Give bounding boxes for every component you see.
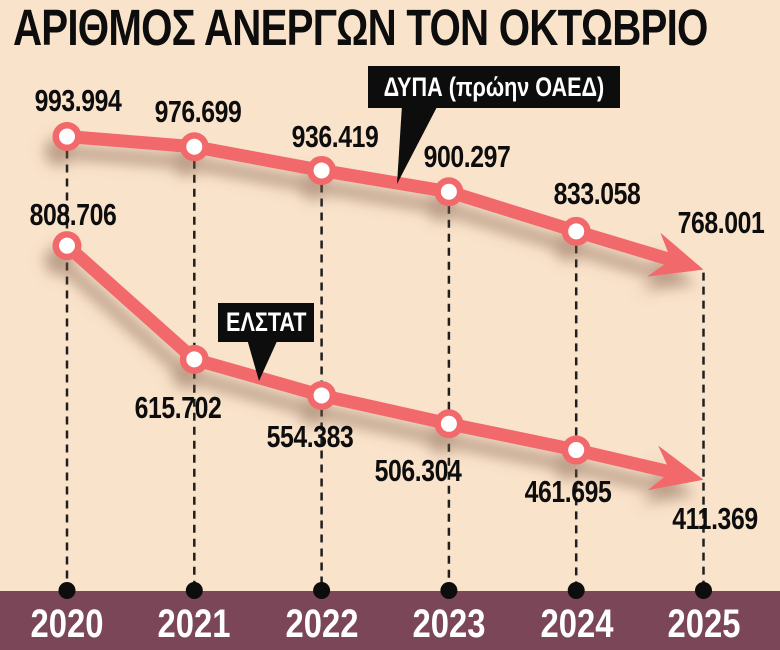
data-label-dypa-2020: 993.994: [34, 83, 122, 118]
axis-dot: [58, 582, 76, 599]
data-label-elstat-2020: 808.706: [29, 197, 117, 232]
x-axis-label-2021: 2021: [157, 602, 231, 646]
axis-dot: [185, 582, 203, 599]
callout-pointer-elstat: [247, 339, 278, 381]
dypa-data-point: [186, 138, 203, 155]
elstat-data-point: [440, 415, 457, 432]
elstat-arrowhead: [647, 445, 704, 491]
elstat-data-point: [186, 351, 203, 368]
elstat-data-point: [59, 237, 75, 254]
data-label-dypa-2024: 833.058: [553, 176, 641, 211]
dypa-line: [60, 130, 682, 268]
legend-callout-dypa: ΔΥΠΑ (πρώην ΟΑΕΔ): [368, 66, 620, 108]
legend-callout-elstat: ΕΛΣΤΑΤ: [218, 303, 314, 342]
data-label-elstat-2025: 411.369: [672, 501, 758, 536]
dypa-arrowhead: [647, 232, 704, 277]
legend-callout-dypa-label: ΔΥΠΑ (πρώην ΟΑΕΔ): [383, 71, 605, 102]
axis-dot: [567, 582, 585, 599]
data-label-dypa-2023: 900.297: [423, 139, 511, 174]
data-label-elstat-2022: 554.383: [266, 419, 354, 454]
elstat-line: [60, 239, 681, 480]
dypa-data-point: [313, 162, 330, 179]
x-axis-label-2023: 2023: [412, 602, 486, 646]
x-axis-label-2020: 2020: [30, 602, 104, 646]
dypa-data-point: [568, 223, 585, 240]
legend-callout-elstat-label: ΕΛΣΤΑΤ: [225, 307, 307, 337]
data-label-dypa-2021: 976.699: [154, 94, 242, 129]
x-axis-label-2024: 2024: [540, 602, 614, 646]
axis-dot: [695, 582, 712, 599]
elstat-data-point: [568, 442, 585, 459]
x-axis-bar: [0, 591, 780, 650]
data-label-elstat-2023: 506.304: [374, 453, 462, 488]
dypa-data-point: [440, 183, 457, 200]
callout-pointer-dypa: [397, 105, 438, 184]
axis-dot: [440, 582, 458, 599]
x-axis-label-2025: 2025: [667, 602, 741, 646]
data-label-elstat-2021: 615.702: [134, 390, 222, 425]
data-label-elstat-2024: 461.695: [524, 474, 612, 509]
dypa-data-point: [59, 128, 75, 145]
chart-title: ΑΡΙΘΜΟΣ ΑΝΕΡΓΩΝ ΤΟΝ ΟΚΤΩΒΡΙΟ: [13, 0, 708, 56]
elstat-data-point: [313, 387, 330, 404]
data-label-dypa-2025: 768.001: [677, 205, 765, 240]
axis-dot: [313, 582, 331, 599]
x-axis-label-2022: 2022: [285, 602, 359, 646]
data-label-dypa-2022: 936.419: [291, 119, 379, 154]
